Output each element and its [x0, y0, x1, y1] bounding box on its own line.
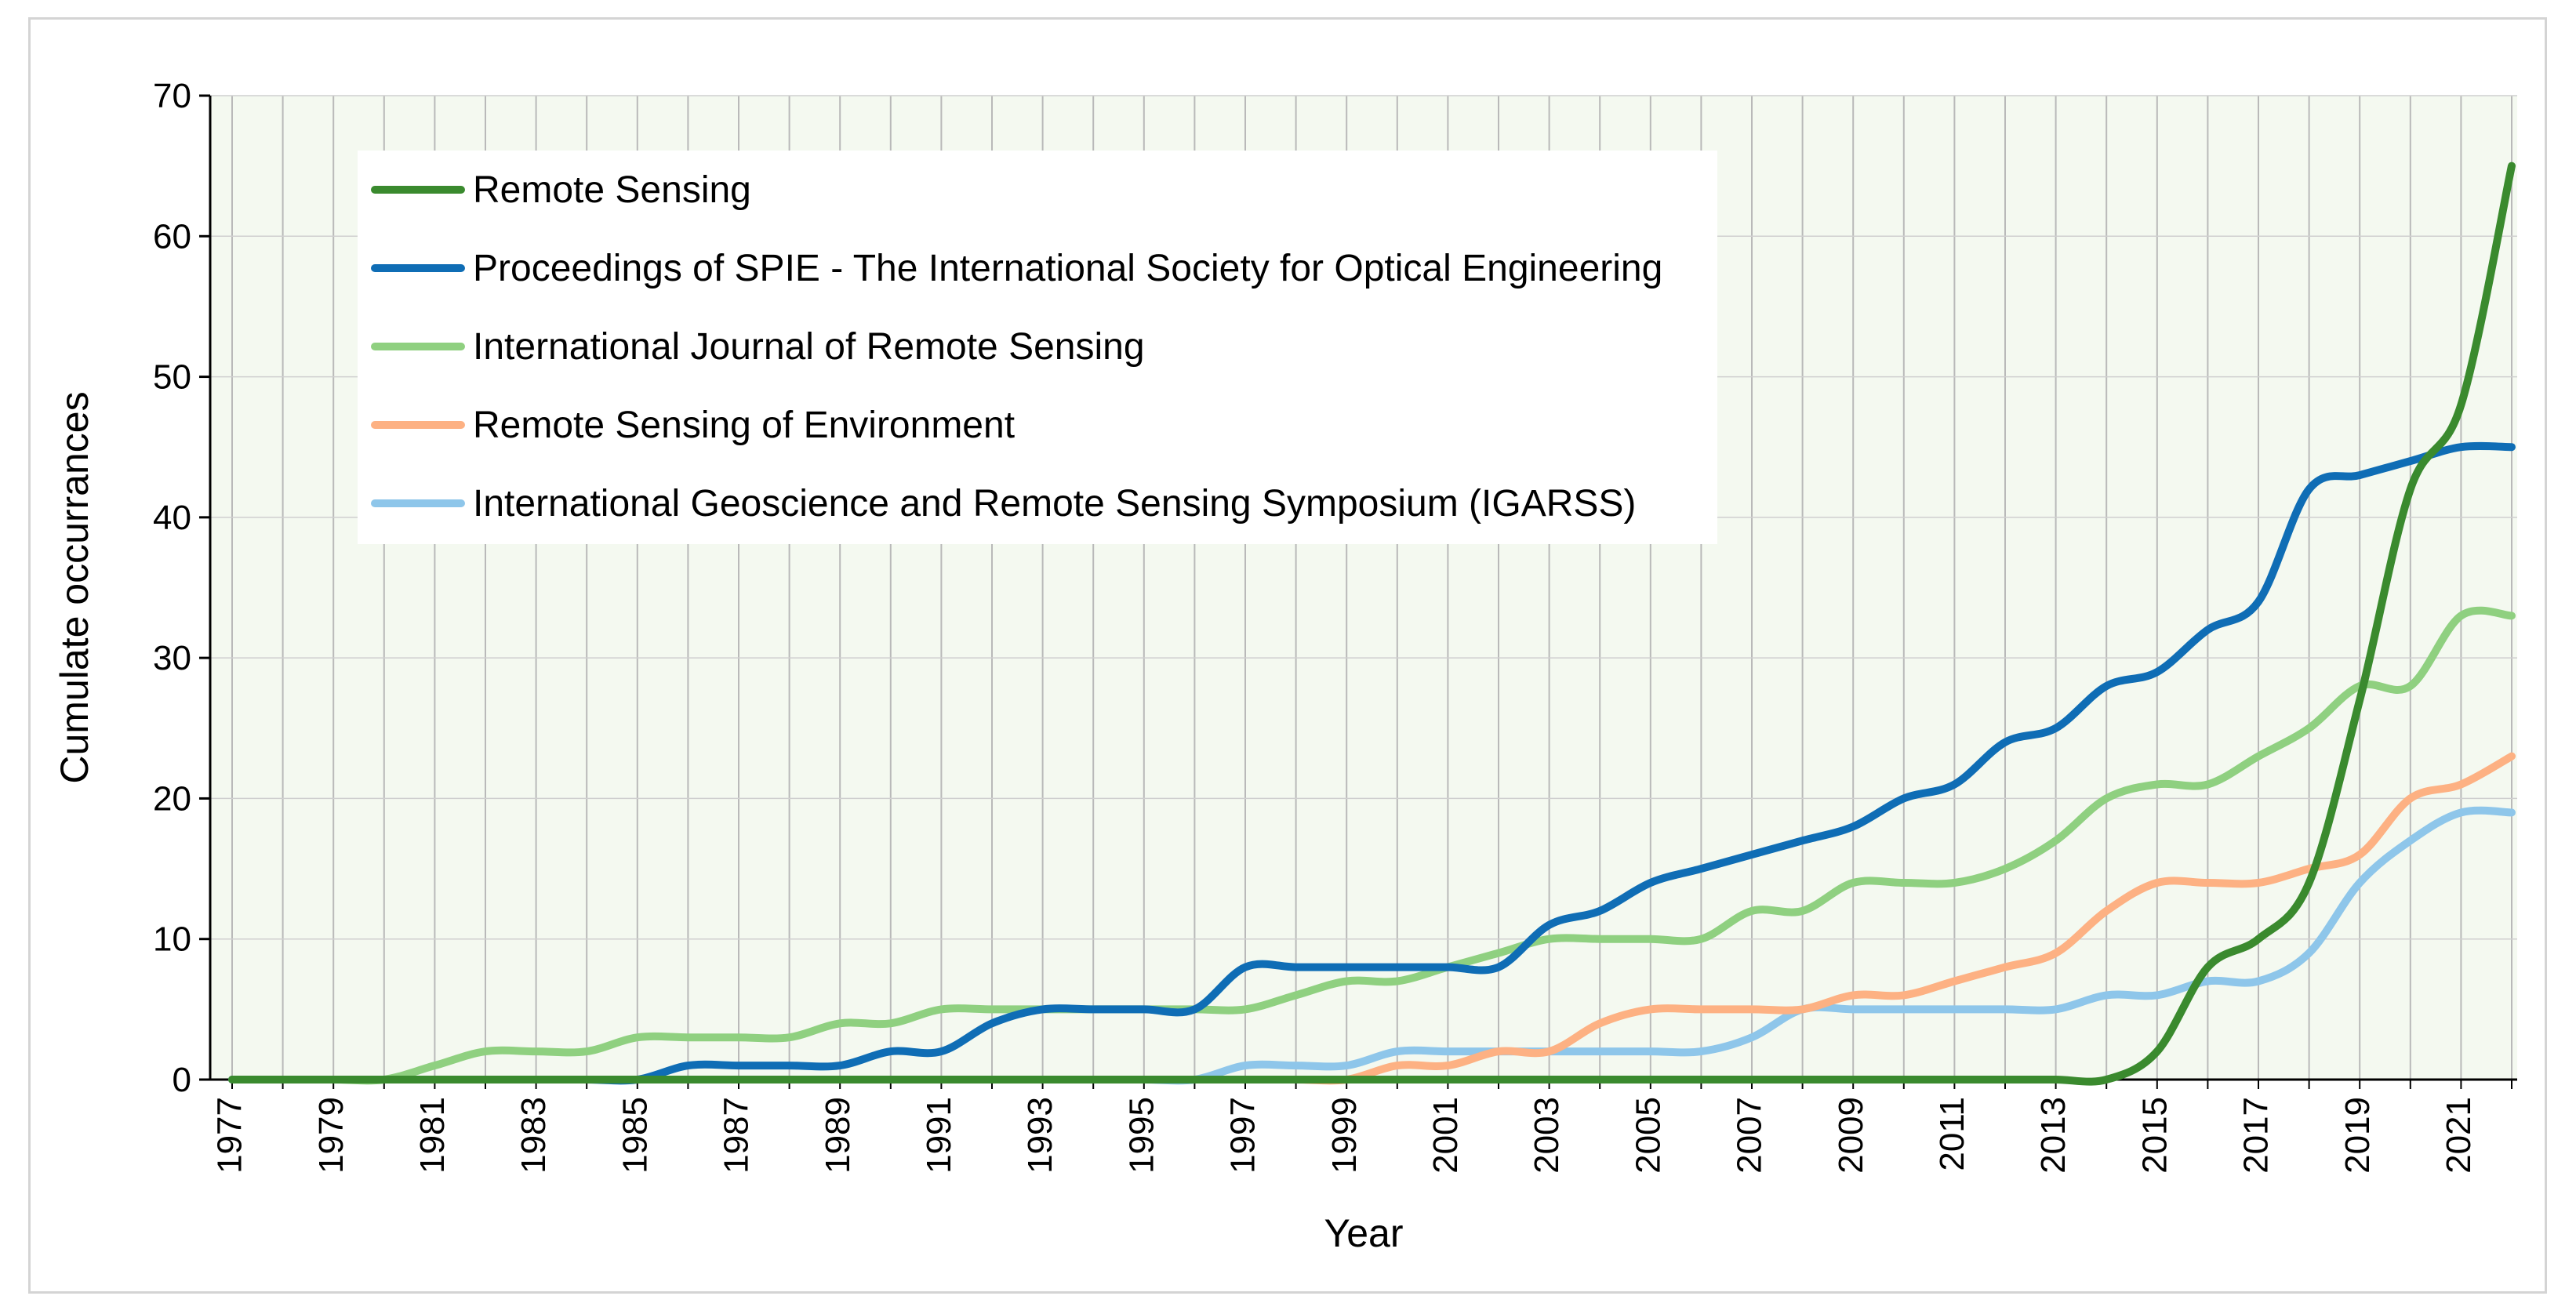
- x-axis-title: Year: [1324, 1211, 1403, 1255]
- x-tick-label: 1991: [920, 1097, 958, 1174]
- x-tick-label: 1983: [514, 1097, 553, 1174]
- x-tick-label: 2017: [2237, 1097, 2276, 1174]
- legend-label: International Journal of Remote Sensing: [473, 326, 1145, 368]
- x-tick-label: 2007: [1731, 1097, 1769, 1174]
- legend-label: International Geoscience and Remote Sens…: [473, 483, 1636, 525]
- y-tick-label: 50: [153, 358, 191, 397]
- x-tick-label: 2011: [1933, 1097, 1971, 1171]
- y-tick-label: 70: [153, 77, 191, 115]
- y-tick-label: 10: [153, 920, 191, 959]
- y-tick-labels: 0 10 20 30 40 50 60 70: [153, 77, 191, 1099]
- x-tick-label: 1993: [1021, 1097, 1059, 1174]
- y-axis-title: Cumulate occurrances: [53, 391, 96, 783]
- legend: Remote Sensing Proceedings of SPIE - The …: [358, 151, 1717, 544]
- x-tick-label: 2009: [1832, 1097, 1870, 1174]
- y-tick-label: 40: [153, 499, 191, 537]
- x-tick-labels: 1977 1979 1981 1983 1985 1987 1989 1991 1993 1995…: [211, 1097, 2478, 1174]
- x-tick-label: 2015: [2135, 1097, 2174, 1174]
- y-tick-label: 20: [153, 779, 191, 818]
- x-tick-label: 2019: [2338, 1097, 2377, 1174]
- x-tick-label: 1981: [413, 1097, 452, 1174]
- x-tick-label: 1977: [211, 1097, 249, 1174]
- legend-label: Remote Sensing: [473, 169, 751, 211]
- x-tick-label: 2013: [2034, 1097, 2073, 1174]
- legend-label: Remote Sensing of Environment: [473, 405, 1015, 446]
- x-tick-label: 2005: [1629, 1097, 1667, 1174]
- legend-box: [358, 151, 1717, 544]
- series-lines: [228, 162, 2516, 1086]
- legend-label: Proceedings of SPIE - The International …: [473, 248, 1662, 289]
- y-tick-label: 0: [173, 1061, 191, 1099]
- series-line-international-journal-of-remote-sensing: [228, 606, 2516, 1085]
- x-tick-label: 1989: [819, 1097, 857, 1174]
- x-tick-label: 2021: [2440, 1097, 2478, 1174]
- x-tick-label: 1987: [718, 1097, 756, 1174]
- y-tick-label: 60: [153, 217, 191, 256]
- x-tick-label: 1985: [616, 1097, 654, 1174]
- x-tick-label: 2001: [1426, 1097, 1465, 1174]
- y-tick-label: 30: [153, 639, 191, 677]
- x-tick-label: 1979: [312, 1097, 351, 1174]
- x-tick-label: 1999: [1325, 1097, 1364, 1174]
- x-tick-label: 1997: [1224, 1097, 1263, 1174]
- series-line-remote-sensing: [228, 162, 2516, 1086]
- x-tick-label: 1995: [1122, 1097, 1161, 1174]
- x-tick-label: 2003: [1528, 1097, 1566, 1174]
